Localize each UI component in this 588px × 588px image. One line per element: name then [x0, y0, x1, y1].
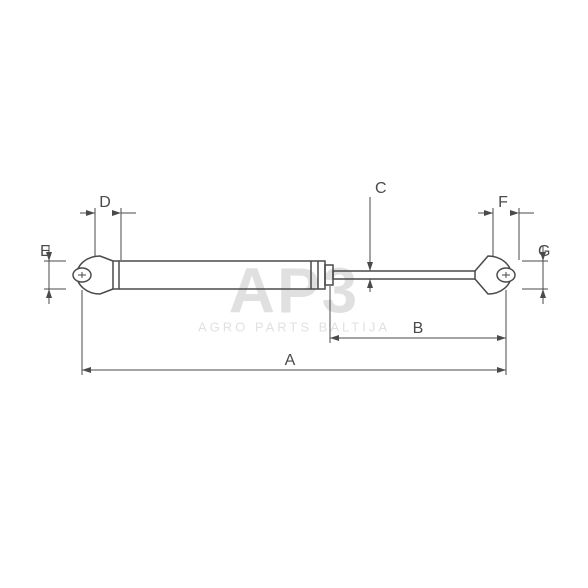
dim-label-e: E — [40, 243, 51, 260]
dimension-e: E — [40, 243, 66, 304]
dimension-c: C — [355, 180, 387, 292]
dim-label-f: F — [498, 194, 508, 211]
step-rect — [325, 265, 333, 285]
left-eye-fitting — [73, 256, 113, 294]
right-eye-fitting — [475, 256, 515, 294]
diagram-svg: A B C D E F — [0, 0, 588, 588]
dimension-b: B — [330, 286, 506, 343]
dimension-a: A — [82, 290, 506, 375]
dim-label-b: B — [413, 320, 424, 337]
dimension-f: F — [478, 194, 534, 260]
dim-label-d: D — [99, 194, 111, 211]
step-collar — [325, 265, 333, 285]
dim-label-a: A — [285, 352, 296, 369]
cylinder-body — [113, 261, 325, 289]
dim-label-c: C — [375, 180, 387, 197]
dimension-g: G — [522, 243, 550, 304]
piston-rod — [333, 271, 475, 279]
dim-label-g: G — [538, 243, 550, 260]
dimension-d: D — [80, 194, 136, 260]
cylinder-rect — [113, 261, 325, 289]
rod-rect — [333, 271, 475, 279]
